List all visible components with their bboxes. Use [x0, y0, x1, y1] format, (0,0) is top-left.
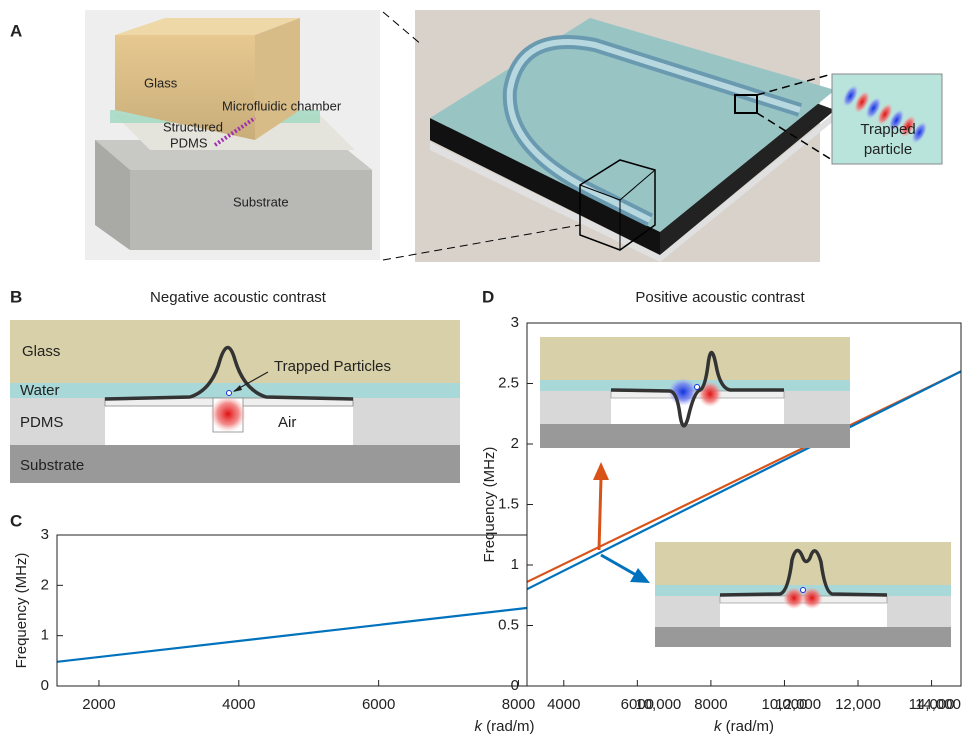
- panel-label: D: [482, 287, 494, 306]
- inset-particle: [831, 73, 943, 165]
- x-axis-symbol: k: [714, 718, 723, 735]
- x-axis-label: k (rad/m): [714, 718, 774, 735]
- zoom-line: [382, 224, 581, 261]
- y-tick-label: 3: [511, 314, 519, 331]
- label: Glass: [144, 75, 178, 90]
- y-tick-label: 2: [41, 576, 49, 593]
- inset-lower: [655, 542, 951, 647]
- zoom-line: [382, 11, 423, 46]
- label: Structured: [163, 119, 223, 134]
- y-tick-label: 1.5: [498, 495, 519, 512]
- x-tick-label: 4000: [222, 696, 255, 713]
- y-tick-label: 1: [41, 627, 49, 644]
- x-axis-unit: (rad/m): [482, 718, 535, 735]
- x-tick-label: 10,000: [635, 696, 681, 713]
- x-tick-label: 6000: [362, 696, 395, 713]
- x-axis-symbol: k: [475, 718, 484, 735]
- x-tick-label: 14,000: [915, 696, 961, 713]
- panel-title: Negative acoustic contrast: [150, 289, 327, 306]
- label: Microfluidic chamber: [222, 98, 342, 113]
- x-tick-label: 14,000: [909, 696, 955, 713]
- label: Water: [20, 382, 59, 399]
- panel-label: C: [10, 511, 22, 530]
- x-axis-unit: (rad/m): [722, 718, 775, 735]
- label: Trapped: [860, 121, 915, 138]
- label: Air: [278, 414, 296, 431]
- zoom-line: [756, 112, 833, 161]
- y-tick-label: 1: [511, 556, 519, 573]
- panel-label: A: [10, 21, 22, 40]
- y-tick-label: 3: [41, 526, 49, 543]
- y-tick-label: 0: [41, 677, 49, 694]
- chip-render: [415, 10, 835, 262]
- y-tick-label: 0: [511, 677, 519, 694]
- x-tick-label: 4000: [547, 696, 580, 713]
- label: PDMS: [20, 414, 63, 431]
- x-tick-label: 6000: [621, 696, 654, 713]
- y-tick-label: 0.5: [498, 616, 519, 633]
- y-axis-label: Frequency (MHz): [481, 447, 498, 563]
- label: Substrate: [20, 457, 84, 474]
- device-render: [85, 10, 380, 260]
- label: Substrate: [233, 194, 289, 209]
- x-tick-label: 12,000: [775, 696, 821, 713]
- x-tick-label: 8000: [502, 696, 535, 713]
- y-axis-label: Frequency (MHz): [13, 553, 30, 669]
- label: Glass: [22, 343, 60, 360]
- x-axis-label: k (rad/m): [475, 718, 535, 735]
- line: [527, 370, 961, 591]
- x-tick-label: 12,000: [835, 696, 881, 713]
- y-tick-label: 2.5: [498, 374, 519, 391]
- panel-title: Positive acoustic contrast: [635, 289, 805, 306]
- x-tick-label: 10,000: [762, 696, 808, 713]
- panel-label: B: [10, 287, 22, 306]
- x-tick-label: 8000: [694, 696, 727, 713]
- arrows: [593, 462, 650, 583]
- label: particle: [864, 141, 912, 158]
- cross-section: [10, 320, 460, 483]
- y-tick-label: 2: [511, 435, 519, 452]
- label: PDMS: [170, 135, 208, 150]
- label: Trapped Particles: [274, 358, 391, 375]
- inset-upper: [540, 337, 850, 448]
- x-tick-label: 2000: [82, 696, 115, 713]
